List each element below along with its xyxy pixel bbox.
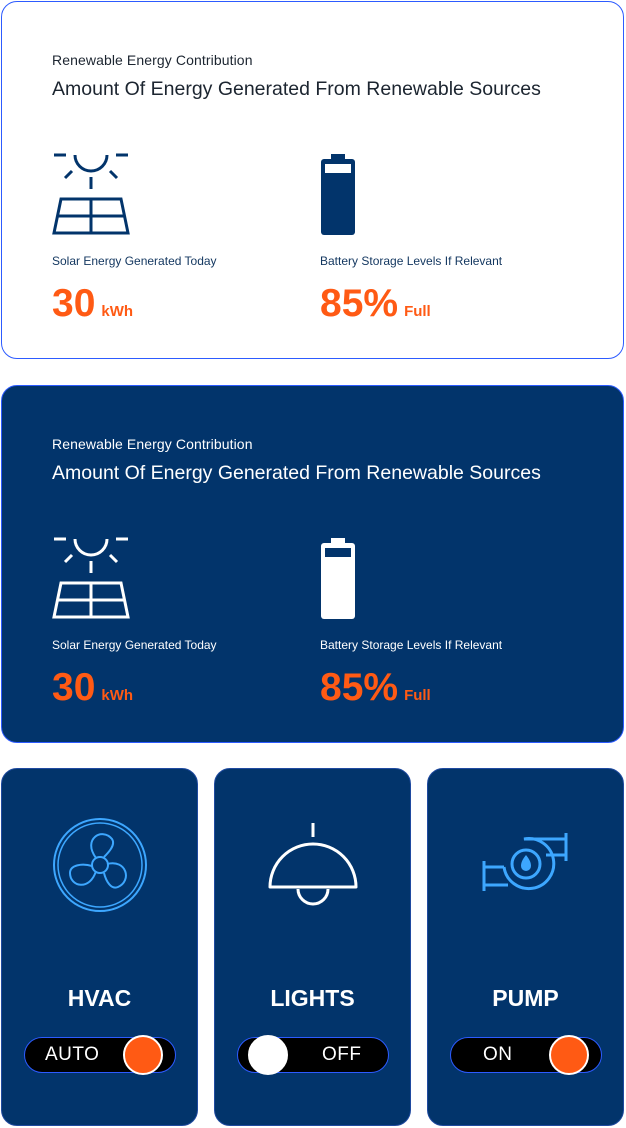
card-title: Amount Of Energy Generated From Renewabl…	[52, 462, 541, 484]
hvac-toggle[interactable]: AUTO	[24, 1035, 176, 1075]
device-card-pump: PUMP ON	[427, 768, 624, 1126]
solar-value-number: 30	[52, 666, 96, 709]
pump-toggle[interactable]: ON	[450, 1035, 602, 1075]
solar-value: 30 kWh	[52, 284, 133, 332]
solar-value: 30 kWh	[52, 668, 133, 716]
lamp-icon	[268, 823, 357, 906]
device-name: LIGHTS	[270, 985, 355, 1011]
battery-value-number: 85%	[320, 666, 399, 709]
lights-toggle[interactable]: OFF	[237, 1035, 389, 1075]
toggle-knob[interactable]	[123, 1035, 163, 1075]
solar-panel-icon	[52, 153, 130, 235]
solar-label: Solar Energy Generated Today	[52, 638, 217, 652]
battery-icon	[321, 538, 355, 619]
pump-icon	[482, 833, 567, 891]
battery-value-unit: Full	[404, 687, 431, 704]
fan-icon	[52, 818, 147, 912]
battery-value-unit: Full	[404, 303, 431, 320]
battery-value: 85% Full	[320, 668, 431, 716]
card-title: Amount Of Energy Generated From Renewabl…	[52, 78, 541, 100]
solar-value-number: 30	[52, 282, 96, 325]
battery-label: Battery Storage Levels If Relevant	[320, 254, 503, 268]
solar-value-unit: kWh	[101, 687, 134, 704]
toggle-knob[interactable]	[248, 1035, 288, 1075]
battery-icon	[321, 154, 355, 235]
solar-label: Solar Energy Generated Today	[52, 254, 217, 268]
device-name: HVAC	[67, 985, 132, 1011]
toggle-state-label: OFF	[322, 1044, 362, 1065]
battery-label: Battery Storage Levels If Relevant	[320, 638, 503, 652]
energy-card-dark: Renewable Energy Contribution Amount Of …	[1, 385, 624, 743]
device-card-hvac: HVAC AUTO	[1, 768, 198, 1126]
solar-panel-icon	[52, 537, 130, 619]
card-subtitle: Renewable Energy Contribution	[52, 436, 253, 452]
toggle-state-label: ON	[483, 1044, 513, 1065]
energy-card-light: Renewable Energy Contribution Amount Of …	[1, 1, 624, 359]
card-subtitle: Renewable Energy Contribution	[52, 52, 253, 68]
solar-value-unit: kWh	[101, 303, 134, 320]
battery-value: 85% Full	[320, 284, 431, 332]
device-name: PUMP	[492, 985, 559, 1011]
battery-value-number: 85%	[320, 282, 399, 325]
device-card-lights: LIGHTS OFF	[214, 768, 411, 1126]
toggle-knob[interactable]	[549, 1035, 589, 1075]
toggle-state-label: AUTO	[45, 1044, 100, 1065]
